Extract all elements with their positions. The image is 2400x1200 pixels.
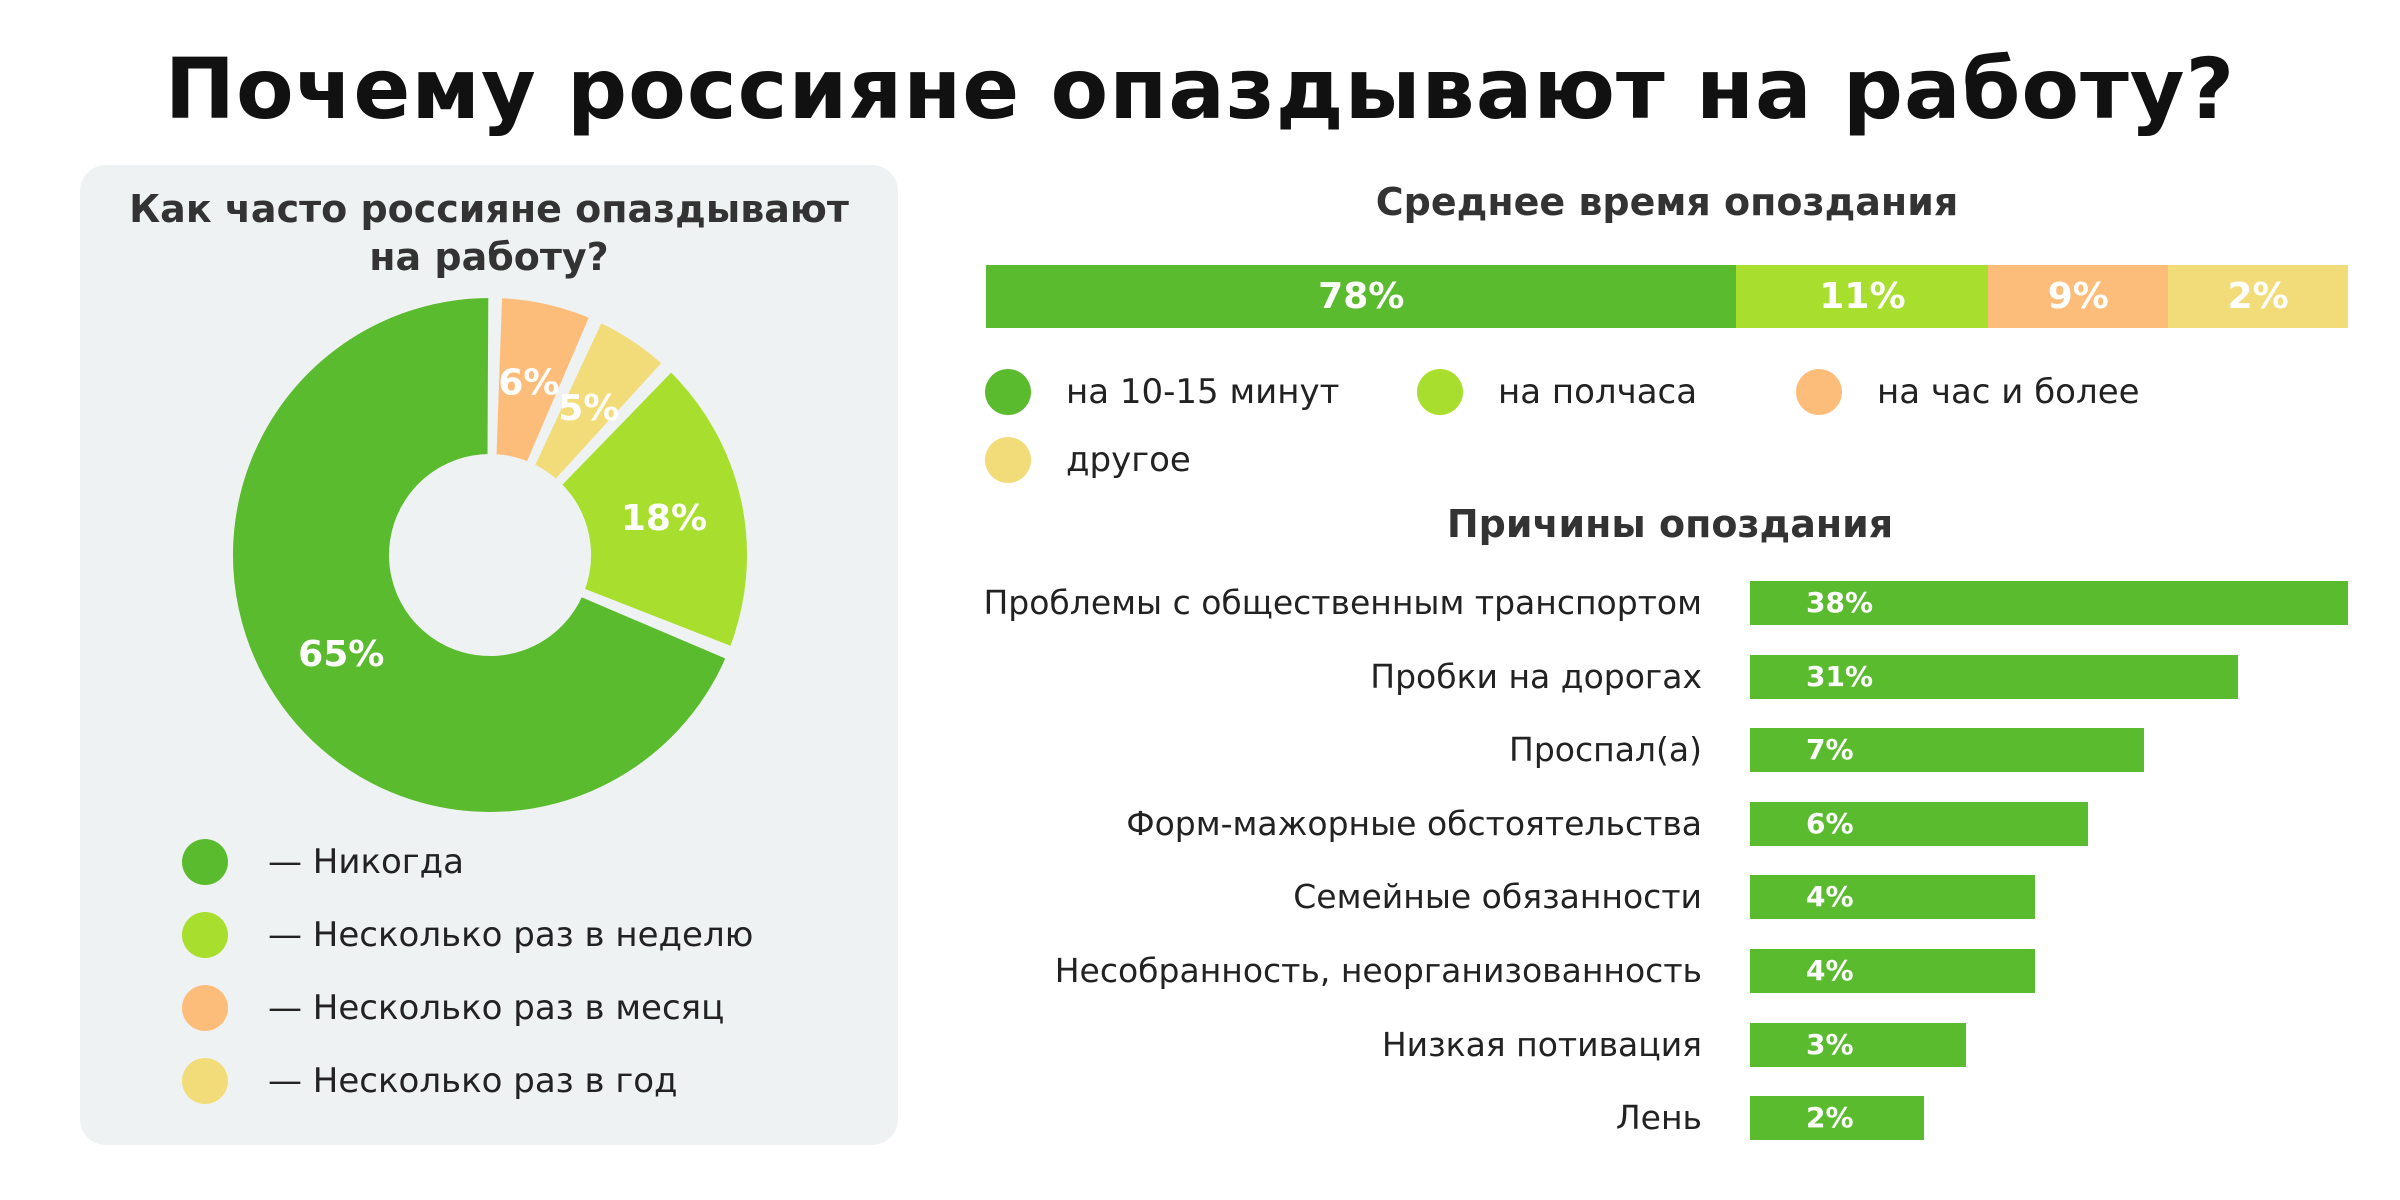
time-legend-label: на час и более — [1877, 372, 2140, 412]
reason-label: Пробки на дорогах — [1370, 656, 1702, 696]
reason-value-label: 4% — [1806, 880, 1854, 914]
stacked-bar-segment: 2% — [2168, 265, 2348, 328]
reason-label: Низкая потивация — [1381, 1024, 1702, 1064]
legend-dot-green — [182, 838, 228, 885]
reason-label: Форм-мажорные обстоятельства — [1126, 803, 1702, 843]
donut-slice — [490, 295, 597, 469]
time-legend-item-10-15-min: на 10-15 минут — [985, 369, 1339, 415]
pie-chart-title-line-2: на работу? — [369, 235, 609, 279]
pie-legend-label: — Несколько раз в неделю — [268, 914, 754, 955]
reason-bar — [1750, 1096, 1924, 1141]
legend-dot-light-green — [182, 911, 228, 958]
page-title: Почему россияне опаздывают на работу? — [164, 40, 2236, 138]
reason-label: Несобранность, неорганизованность — [1054, 951, 1702, 990]
reason-label: Лень — [1615, 1098, 1702, 1138]
pie-legend-item-yearly: — Несколько раз в год — [182, 1044, 753, 1117]
reason-bar — [1750, 949, 2035, 993]
time-legend-label: другое — [1066, 440, 1191, 480]
legend-dot-yellow — [182, 1057, 228, 1104]
legend-dot-light-green — [1417, 369, 1463, 415]
pie-legend-label: — Несколько раз в год — [268, 1060, 678, 1101]
donut-slice — [527, 315, 670, 487]
time-legend-label: на 10-15 минут — [1066, 372, 1340, 412]
legend-dot-green — [985, 369, 1031, 415]
reason-bar — [1750, 801, 2088, 846]
reason-bar — [1750, 654, 2238, 699]
reason-value-label: 31% — [1806, 659, 1874, 693]
lateness-time-stacked-bar: 78% 11% 9% 2% — [986, 265, 2348, 328]
reasons-title: Причины опоздания — [1446, 502, 1894, 546]
frequency-donut-chart: 6%5% 18% 65% — [230, 295, 750, 815]
reason-bar — [1750, 728, 2144, 773]
pie-legend-item-never: — Никогда — [182, 825, 753, 898]
reason-bar — [1750, 581, 2348, 625]
reason-label: Проблемы с общественным транспортом — [983, 583, 1702, 622]
time-legend-item-half-hour: на полчаса — [1417, 369, 1697, 415]
donut-slice — [553, 364, 750, 654]
pie-legend: — Никогда — Несколько раз в неделю — Нес… — [182, 825, 753, 1117]
legend-dot-orange — [1796, 369, 1842, 415]
time-legend-item-hour-plus: на час и более — [1796, 369, 2140, 415]
donut-slice-label: 18% — [621, 498, 707, 539]
stacked-bar-segment: 9% — [1988, 265, 2169, 328]
reason-value-label: 6% — [1806, 806, 1854, 840]
legend-dot-yellow — [985, 437, 1031, 483]
stacked-bar-segment: 78% — [986, 265, 1737, 328]
legend-dot-orange — [182, 984, 228, 1031]
donut-slice-label: 65% — [298, 634, 384, 675]
time-legend-label: на полчаса — [1498, 372, 1698, 412]
reason-bar — [1750, 1022, 1966, 1067]
reason-value-label: 4% — [1806, 954, 1854, 987]
frequency-panel: Как часто россияне опаздывают на работу?… — [80, 165, 898, 1145]
reason-bar — [1750, 875, 2035, 920]
lateness-time-title: Среднее время опоздания — [1375, 180, 1959, 224]
time-legend-item-other: другое — [985, 437, 1191, 483]
reason-value-label: 3% — [1806, 1027, 1854, 1061]
pie-legend-item-weekly: — Несколько раз в неделю — [182, 898, 753, 971]
donut-slice — [230, 295, 734, 815]
reason-value-label: 7% — [1806, 733, 1854, 767]
pie-chart-title-line-1: Как часто россияне опаздывают — [129, 187, 849, 231]
reason-value-label: 38% — [1806, 586, 1874, 619]
pie-legend-label: — Никогда — [268, 841, 465, 882]
reason-label: Семейные обязанности — [1293, 877, 1702, 917]
donut-slice-label: 5% — [558, 388, 619, 429]
stacked-bar-segment: 11% — [1736, 265, 1989, 328]
pie-legend-label: — Несколько раз в месяц — [268, 987, 725, 1028]
donut-slice-label: 6% — [498, 362, 559, 403]
reason-value-label: 2% — [1806, 1101, 1854, 1135]
reason-label: Проспал(а) — [1509, 730, 1702, 770]
pie-legend-item-monthly: — Несколько раз в месяц — [182, 971, 753, 1044]
pie-chart-title: Как часто россияне опаздывают на работу? — [80, 185, 898, 281]
